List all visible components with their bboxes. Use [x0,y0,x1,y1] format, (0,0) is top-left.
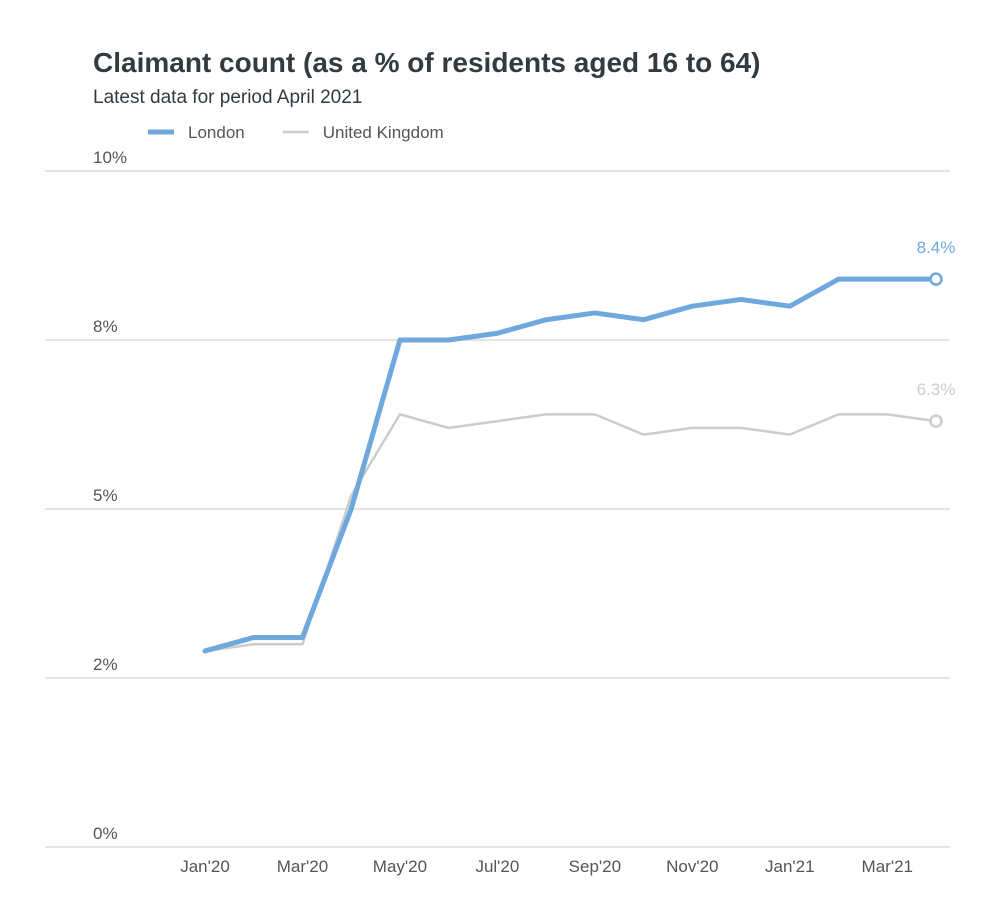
y-tick-label: 0% [93,824,118,843]
x-tick-label: Jul'20 [475,857,519,876]
series-line [204,276,936,654]
x-tick-label: Jan'21 [765,857,815,876]
y-tick-label: 5% [93,486,118,505]
legend-label: London [188,123,245,142]
series-line [204,413,937,653]
x-tick-label: May'20 [373,857,427,876]
y-tick-label: 8% [93,317,118,336]
value-label: 6.3% [917,380,956,399]
legend-label: United Kingdom [323,123,444,142]
x-tick-label: Jan'20 [180,857,230,876]
chart-title: Claimant count (as a % of residents aged… [93,47,761,78]
value-label: 8.4% [917,238,956,257]
end-marker [929,414,943,428]
chart-subtitle: Latest data for period April 2021 [93,87,362,108]
y-tick-label: 2% [93,655,118,674]
x-tick-label: Nov'20 [666,857,718,876]
start-marker [202,648,208,654]
end-marker [929,272,943,286]
x-tick-label: Mar'20 [277,857,328,876]
x-tick-label: Mar'21 [862,857,913,876]
x-tick-label: Sep'20 [569,857,621,876]
y-tick-label: 10% [93,148,127,167]
